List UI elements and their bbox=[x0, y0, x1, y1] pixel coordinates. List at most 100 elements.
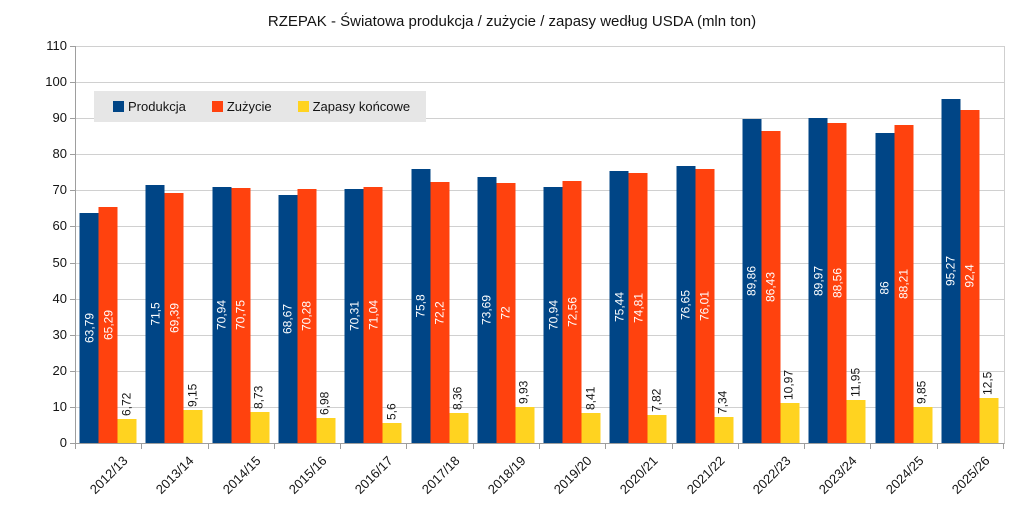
bar-group: 63,79 65,29 6,72 2012/13 bbox=[75, 46, 141, 497]
bar-value-label: 70,31 bbox=[347, 301, 362, 332]
bar-group: 75,8 72,2 8,36 2017/18 bbox=[406, 46, 472, 497]
x-axis-tick bbox=[472, 444, 474, 449]
legend-label: Zużycie bbox=[226, 99, 272, 114]
x-axis-label: 2016/17 bbox=[352, 453, 396, 497]
bar-value-label: 92,4 bbox=[962, 264, 977, 288]
bar: 11,95 bbox=[846, 368, 866, 443]
x-axis-tick bbox=[340, 444, 342, 449]
y-axis-tick bbox=[70, 154, 75, 156]
bar-value-label: 8,36 bbox=[450, 386, 465, 410]
bar-value-label: 63,79 bbox=[82, 312, 97, 343]
y-axis-label: 10 bbox=[52, 398, 67, 414]
x-axis-label: 2024/25 bbox=[882, 453, 927, 497]
bar-value-label: 72,56 bbox=[565, 297, 580, 328]
gridline bbox=[76, 118, 1004, 120]
gridline bbox=[76, 370, 1004, 372]
bar-value-label: 11,95 bbox=[848, 367, 863, 397]
x-axis-label: 2020/21 bbox=[617, 453, 661, 497]
bar-value-label: 88,56 bbox=[830, 268, 845, 299]
bar: 6,98 bbox=[316, 391, 336, 443]
bar-value-label: 9,85 bbox=[914, 381, 929, 405]
bar-value-label: 70,75 bbox=[233, 300, 248, 331]
bar: 10,97 bbox=[780, 370, 800, 443]
y-axis-label: 80 bbox=[52, 146, 67, 162]
bar-groups: 63,79 65,29 6,72 2012/13 71,5 69,39 9,15 2013/1… bbox=[75, 46, 1003, 497]
bar-value-label: 12,5 bbox=[980, 371, 995, 395]
bar-value-label: 68,67 bbox=[280, 304, 295, 335]
legend: Produkcja Zużycie Zapasy końcowe bbox=[94, 91, 427, 122]
gridline bbox=[76, 154, 1004, 156]
gridline bbox=[76, 226, 1004, 228]
x-axis-label: 2014/15 bbox=[219, 453, 264, 497]
bar-group: 70,94 70,75 8,73 2014/15 bbox=[208, 46, 274, 497]
legend-label: Zapasy końcowe bbox=[312, 99, 411, 114]
bar: 70,75 bbox=[231, 187, 251, 443]
y-axis-label: 30 bbox=[52, 326, 67, 342]
bar: 75,8 bbox=[411, 169, 431, 443]
bar-value-label: 86,43 bbox=[763, 272, 778, 303]
bar-value-label: 76,65 bbox=[678, 289, 693, 320]
bar-group: 70,94 72,56 8,41 2019/20 bbox=[539, 46, 605, 497]
x-axis-tick bbox=[141, 444, 143, 449]
y-axis-label: 0 bbox=[59, 435, 67, 450]
bar: 9,15 bbox=[183, 384, 203, 443]
gridline bbox=[76, 82, 1004, 84]
bar-value-label: 75,44 bbox=[612, 291, 627, 322]
bar-value-label: 7,34 bbox=[715, 390, 730, 414]
bar: 73,69 bbox=[477, 177, 497, 443]
bar: 68,67 bbox=[278, 195, 298, 443]
x-axis-label: 2025/26 bbox=[948, 453, 993, 497]
x-axis-tick bbox=[605, 444, 607, 449]
y-axis-tick bbox=[70, 118, 75, 120]
bar: 72,2 bbox=[430, 182, 450, 443]
bar: 9,85 bbox=[913, 381, 933, 443]
x-axis-label: 2023/24 bbox=[816, 453, 860, 497]
bar: 9,93 bbox=[515, 381, 535, 443]
x-axis-tick bbox=[1003, 444, 1004, 449]
bar-value-label: 9,15 bbox=[185, 383, 200, 407]
y-axis-label: 90 bbox=[52, 110, 67, 126]
y-axis-tick bbox=[70, 46, 75, 47]
bar-value-label: 76,01 bbox=[697, 290, 712, 321]
bar: 70,31 bbox=[344, 189, 364, 443]
bar: 71,5 bbox=[145, 184, 165, 443]
x-axis-tick bbox=[207, 444, 209, 449]
bar: 8,36 bbox=[449, 386, 469, 443]
x-axis-label: 2022/23 bbox=[749, 453, 794, 497]
x-axis-tick bbox=[273, 444, 275, 449]
y-axis-label: 100 bbox=[45, 74, 67, 90]
x-axis-tick bbox=[936, 444, 938, 449]
bar-group: 68,67 70,28 6,98 2015/16 bbox=[274, 46, 340, 497]
bar-value-label: 74,81 bbox=[631, 292, 646, 324]
bar: 7,82 bbox=[647, 388, 667, 443]
x-axis-tick bbox=[804, 444, 806, 449]
bar: 69,39 bbox=[164, 192, 184, 443]
gridline bbox=[76, 406, 1004, 408]
y-axis-labels: 0 10 20 30 40 50 60 70 80 90 100 110 bbox=[0, 39, 67, 450]
legend-label: Produkcja bbox=[128, 99, 186, 114]
y-axis-tick bbox=[70, 370, 75, 372]
bar-group: 70,31 71,04 5,6 2016/17 bbox=[340, 46, 406, 497]
bar: 5,6 bbox=[382, 403, 402, 443]
bar-value-label: 72 bbox=[498, 306, 513, 320]
y-axis-tick bbox=[70, 190, 75, 192]
y-axis-label: 50 bbox=[52, 254, 67, 270]
y-axis-tick bbox=[70, 406, 75, 408]
bar-group: 73,69 72 9,93 2018/19 bbox=[473, 46, 539, 497]
x-axis-label: 2012/13 bbox=[86, 453, 131, 497]
bar-value-label: 5,6 bbox=[384, 403, 399, 420]
bar: 89,86 bbox=[742, 118, 762, 443]
bar-value-label: 8,73 bbox=[251, 385, 266, 409]
bar-group: 86 88,21 9,85 2024/25 bbox=[870, 46, 936, 497]
y-axis-label: 20 bbox=[52, 362, 67, 378]
bar-value-label: 7,82 bbox=[649, 388, 664, 412]
x-axis-label: 2015/16 bbox=[285, 453, 330, 497]
bar-value-label: 71,04 bbox=[366, 299, 381, 330]
legend-item: Zapasy końcowe bbox=[297, 99, 411, 114]
y-axis-label: 60 bbox=[52, 218, 67, 234]
y-axis-tick bbox=[70, 298, 75, 300]
bar-value-label: 72,2 bbox=[432, 301, 447, 325]
legend-item: Produkcja bbox=[113, 99, 186, 114]
bar-value-label: 70,28 bbox=[299, 301, 314, 332]
